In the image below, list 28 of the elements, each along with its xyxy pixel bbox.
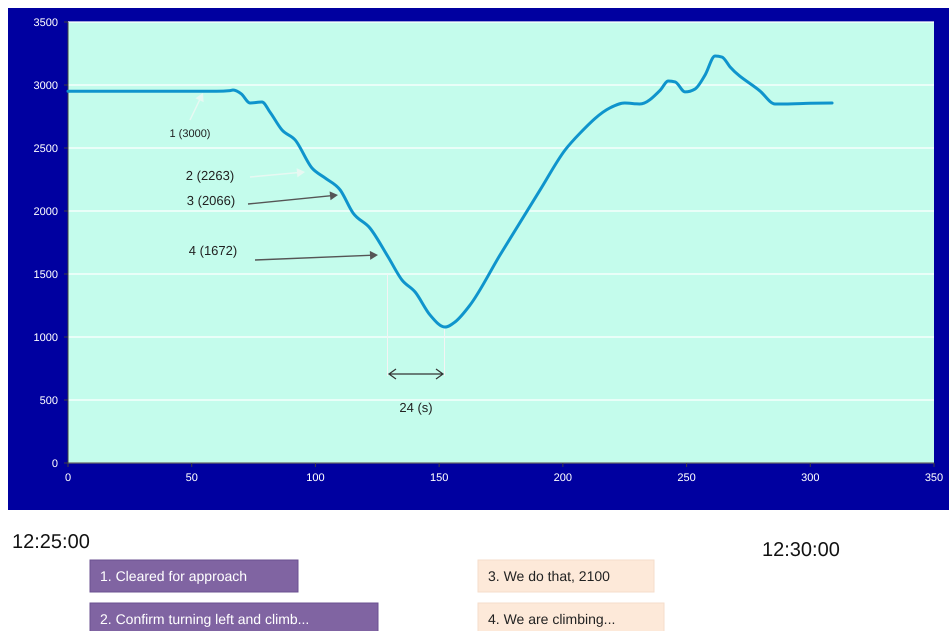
y-tick-label: 3000 [34, 80, 58, 92]
x-tick-label: 100 [306, 472, 325, 484]
line-series [66, 54, 834, 329]
x-tick-label: 300 [801, 472, 820, 484]
y-tick-label: 1000 [34, 332, 58, 344]
x-tick-label: 350 [924, 472, 944, 484]
x-tick-label: 200 [554, 472, 572, 484]
x-tick-label: 150 [430, 472, 448, 484]
annotation: 4 (1672) [188, 243, 238, 258]
x-tick-label: 0 [64, 472, 72, 484]
text: 2. Confirm turning left and climb... [100, 611, 310, 627]
text: 3. We do that, 2100 [488, 568, 610, 584]
y-tick-label: 2000 [34, 206, 58, 218]
y-tick-label: 3500 [34, 16, 58, 29]
y-tick-label: 2500 [34, 142, 58, 155]
text: 12:25:00 [12, 531, 90, 553]
text: 1. Cleared for approach [100, 568, 248, 584]
text: 12:30:00 [762, 539, 840, 561]
annotation: 1 (3000) [170, 128, 210, 140]
y-tick-label: 500 [40, 394, 58, 407]
x-tick-label: 50 [186, 472, 198, 484]
annotation: 3 (2066) [186, 193, 236, 208]
annotation: 24 (s) [399, 400, 433, 415]
y-tick-label: 0 [52, 458, 58, 470]
y-tick-label: 1500 [34, 268, 58, 281]
text: 4. We are climbing... [488, 611, 616, 627]
x-tick-label: 250 [677, 472, 696, 484]
annotation: 2 (2263) [186, 168, 234, 183]
